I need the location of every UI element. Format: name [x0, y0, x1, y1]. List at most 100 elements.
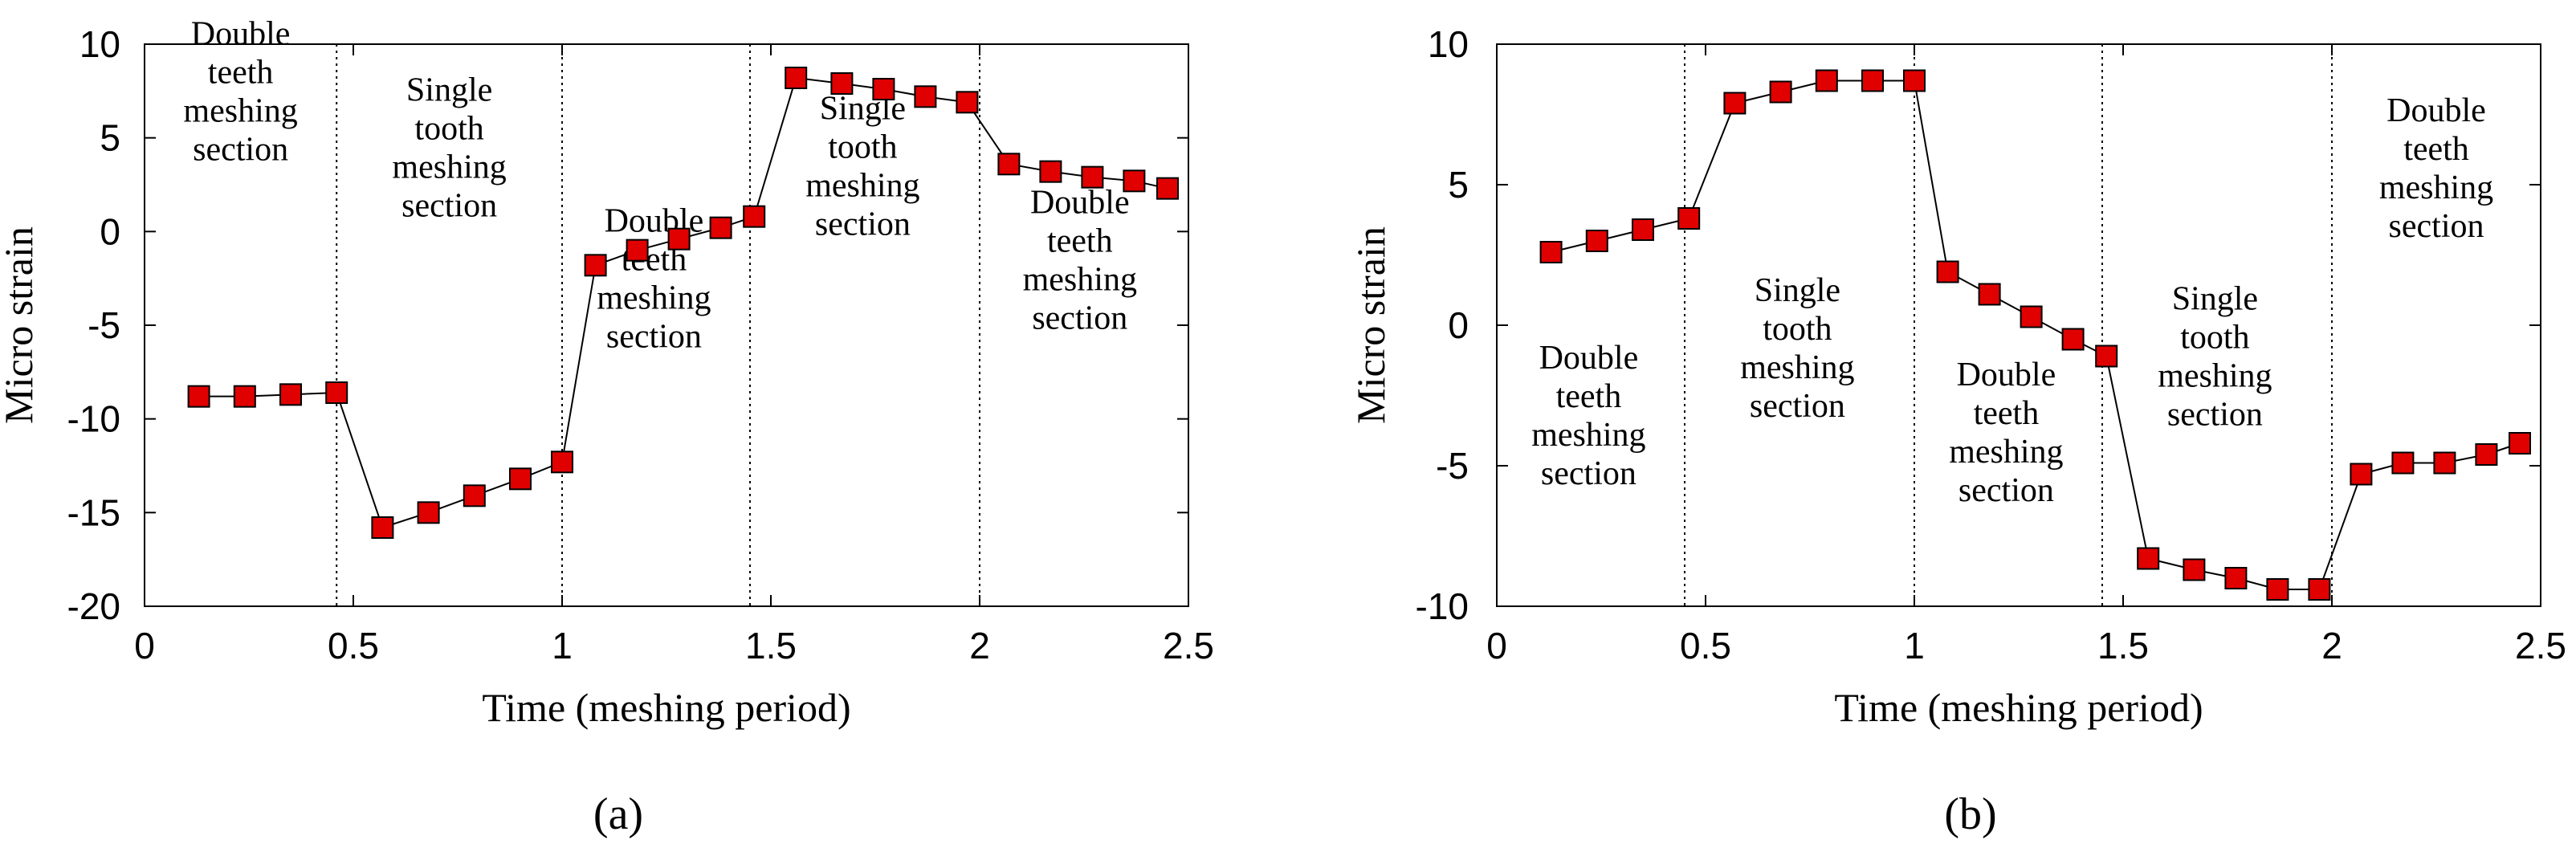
y-tick-label: -15 — [67, 491, 120, 533]
y-tick-label: -20 — [67, 585, 120, 627]
section-label-line: tooth — [1763, 311, 1832, 348]
x-tick-label: 0.5 — [1680, 625, 1731, 666]
section-label-line: section — [401, 187, 497, 224]
y-tick-label: 0 — [100, 210, 120, 252]
section-label-line: meshing — [1023, 261, 1137, 298]
section-label-line: teeth — [1974, 395, 2040, 432]
section-label-line: section — [606, 319, 702, 356]
data-point-marker — [1123, 169, 1146, 193]
data-point-marker — [551, 450, 573, 474]
section-label-line: section — [1958, 472, 2054, 509]
y-tick-label: 5 — [100, 117, 120, 159]
data-point-marker — [626, 238, 649, 262]
x-tick-label: 2.5 — [1163, 625, 1214, 666]
data-point-marker — [872, 78, 895, 100]
x-tick-label: 1.5 — [745, 625, 797, 666]
series-line — [1551, 79, 2521, 590]
x-tick-label: 1.5 — [2097, 625, 2149, 666]
y-axis-label: Micro strain — [1348, 226, 1393, 424]
x-tick-label: 2.5 — [2515, 625, 2566, 666]
data-point-marker — [2350, 463, 2373, 486]
section-label-line: meshing — [597, 280, 711, 317]
y-tick-label: -10 — [1416, 585, 1469, 627]
data-point-marker — [2061, 328, 2085, 351]
x-tick-label: 1 — [1904, 625, 1925, 666]
chart-panel-a: 0 0.5 1 1.5 2 2.5 10 5 0 -5 -10 -15 -20 Time (meshing… — [0, 0, 1288, 852]
y-axis-label: Micro strain — [0, 226, 41, 424]
section-label-line: Double — [1957, 357, 2056, 393]
data-point-marker — [371, 516, 394, 539]
section-label-line: meshing — [392, 149, 506, 185]
chart-panel-b: 0 0.5 1 1.5 2 2.5 10 5 0 -5 -10 Time (meshing perio… — [1288, 0, 2576, 852]
data-point-marker — [2095, 344, 2118, 368]
data-point-marker — [1903, 69, 1926, 92]
data-point-marker — [2308, 578, 2331, 601]
data-point-marker — [2475, 443, 2498, 466]
y-tick-label: -5 — [1436, 445, 1469, 487]
x-tick-label: 1 — [552, 625, 573, 666]
section-label-line: section — [2167, 397, 2263, 434]
data-point-marker — [187, 385, 210, 408]
section-label-line: section — [815, 206, 911, 243]
x-tick-label: 2 — [969, 625, 990, 666]
x-tick-label: 0.5 — [328, 625, 379, 666]
data-point-marker — [2224, 567, 2248, 589]
y-tick-label: -10 — [67, 398, 120, 440]
section-label-line: Double — [1539, 340, 1639, 377]
y-tick-label: 0 — [1448, 304, 1469, 346]
section-label-line: Single — [406, 71, 492, 108]
data-point-marker — [584, 254, 607, 277]
data-point-marker — [2020, 305, 2043, 328]
data-point-marker — [509, 467, 532, 491]
section-label-line: Single — [2172, 281, 2258, 318]
section-label-line: meshing — [2379, 169, 2493, 206]
data-point-marker — [2391, 451, 2415, 475]
data-point-marker — [1978, 283, 2001, 306]
section-label-line: tooth — [2180, 320, 2249, 357]
data-point-marker — [1815, 69, 1838, 92]
data-point-marker — [2137, 547, 2160, 570]
section-label-line: meshing — [805, 168, 919, 205]
section-label-line: meshing — [1740, 349, 1854, 386]
data-point-marker — [1156, 177, 1179, 200]
y-tick-label: 5 — [1448, 164, 1469, 206]
data-point-marker — [1039, 160, 1062, 183]
data-point-marker — [1861, 69, 1884, 92]
data-point-marker — [233, 385, 256, 408]
section-label-line: meshing — [183, 92, 297, 129]
data-point-marker — [743, 205, 766, 228]
section-label-line: meshing — [1949, 434, 2063, 471]
data-point-marker — [956, 91, 979, 114]
data-point-marker — [709, 216, 732, 239]
data-point-marker — [325, 381, 348, 404]
chart-b-svg: 0 0.5 1 1.5 2 2.5 10 5 0 -5 -10 Time (meshing perio… — [1348, 23, 2566, 839]
section-label-line: section — [1032, 300, 1127, 336]
data-point-marker — [2509, 432, 2531, 454]
panel-label: (a) — [593, 789, 643, 839]
section-label-line: section — [2389, 208, 2484, 245]
data-point-marker — [2266, 578, 2289, 601]
section-label-line: section — [193, 131, 288, 168]
data-point-marker — [417, 501, 440, 524]
data-point-marker — [1539, 241, 1563, 263]
section-label-line: teeth — [1556, 378, 1622, 415]
data-point-marker — [997, 153, 1021, 176]
section-label-line: section — [1750, 388, 1845, 425]
data-point-marker — [1632, 218, 1654, 241]
x-tick-label: 2 — [2321, 625, 2342, 666]
data-point-marker — [2183, 558, 2206, 581]
data-point-marker — [1723, 92, 1747, 115]
section-label-line: teeth — [1047, 222, 1113, 259]
y-tick-label: -5 — [88, 304, 120, 346]
y-tick-label: 10 — [79, 23, 120, 65]
plot-frame — [1496, 43, 2541, 607]
data-point-marker — [785, 67, 808, 89]
